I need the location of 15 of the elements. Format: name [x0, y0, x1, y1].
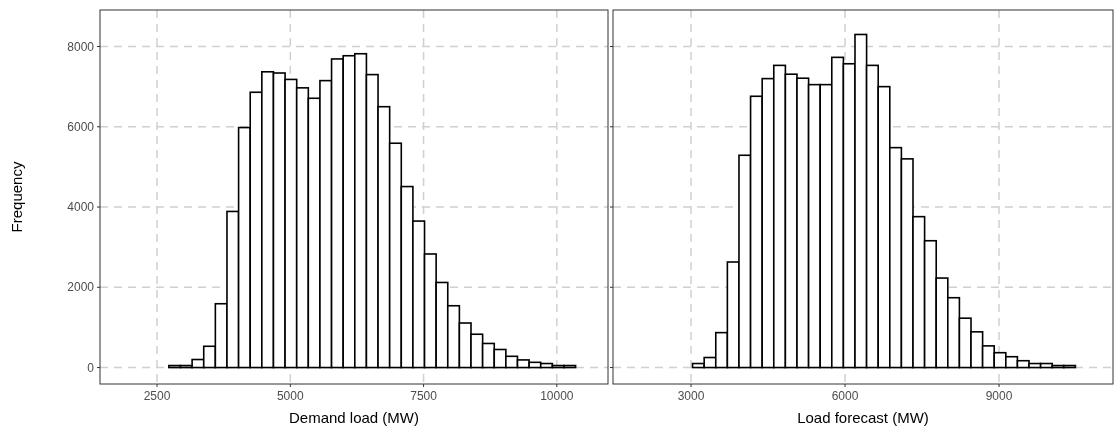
- x-tick-label: 10000: [540, 389, 574, 403]
- x-tick-label: 6000: [831, 389, 859, 403]
- x-tick-label: 9000: [985, 389, 1013, 403]
- y-tick-label: 4000: [67, 200, 95, 215]
- x-axis-title: Demand load (MW): [288, 409, 420, 426]
- x-tick-label: 3000: [677, 389, 705, 403]
- y-tick-label: 8000: [67, 39, 95, 54]
- y-axis-title: Frequency: [8, 161, 25, 233]
- x-tick-label: 2500: [143, 389, 171, 403]
- x-tick-label: 7500: [410, 389, 438, 403]
- x-axis-title: Load forecast (MW): [797, 409, 929, 426]
- y-tick-label: 2000: [67, 280, 95, 295]
- y-tick-label: 6000: [67, 119, 95, 134]
- x-tick-label: 5000: [276, 389, 304, 403]
- y-tick-label: 0: [87, 360, 95, 375]
